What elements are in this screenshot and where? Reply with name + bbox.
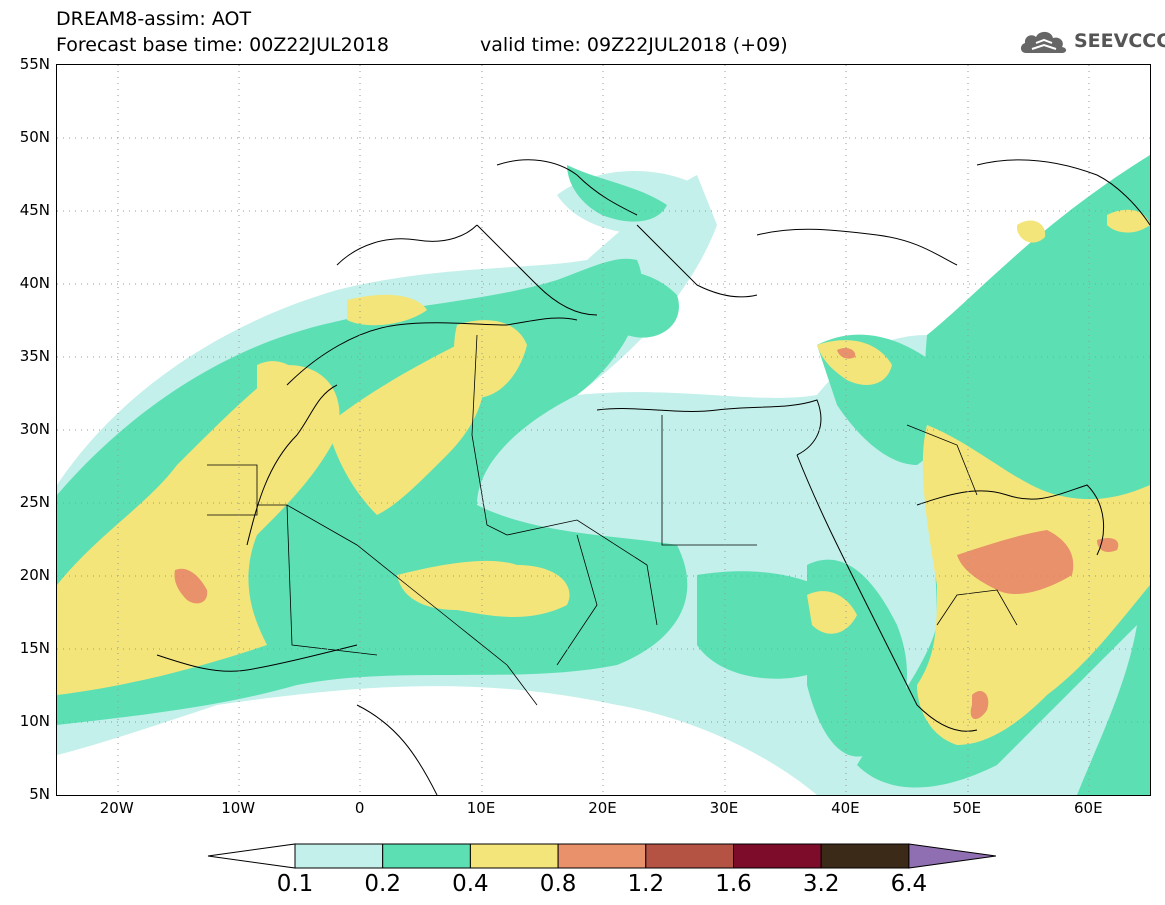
colorbar-box [820, 843, 910, 869]
colorbar-label: 0.1 [276, 871, 314, 897]
lat-label: 10N [19, 712, 50, 730]
lat-label: 40N [19, 274, 50, 292]
colorbar-label: 1.2 [627, 871, 665, 897]
lat-label: 20N [19, 566, 50, 584]
colorbar-label: 0.4 [452, 871, 489, 897]
colorbar-label: 0.2 [364, 871, 401, 897]
colorbar-box [469, 843, 559, 869]
aot-band-0.8 [174, 347, 1119, 720]
lat-label: 5N [29, 785, 50, 803]
map-canvas [57, 65, 1150, 795]
lon-label: 20W [99, 799, 134, 817]
graticule [57, 65, 1150, 795]
aot-map [56, 64, 1151, 796]
colorbar-box [645, 843, 734, 869]
colorbar-label: 0.8 [539, 871, 577, 897]
colorbar-min-arrow [207, 843, 296, 869]
lat-label: 35N [19, 347, 50, 365]
lat-label: 50N [19, 128, 50, 146]
cloud-icon [1020, 31, 1067, 53]
lon-label: 0 [354, 799, 365, 817]
valid-time: valid time: 09Z22JUL2018 (+09) [480, 34, 788, 56]
colorbar-box [733, 843, 822, 869]
lon-label: 60E [1073, 799, 1103, 817]
seevccc-logo: SEEVCCC [1018, 27, 1165, 55]
colorbar-max-arrow [908, 843, 996, 869]
lat-label: 45N [19, 201, 50, 219]
colorbar-box [294, 843, 384, 869]
colorbar-label: 3.2 [802, 871, 840, 897]
map-title: DREAM8-assim: AOT [56, 8, 252, 30]
logo-text: SEEVCCC [1074, 30, 1165, 52]
aot-band-0.4 [57, 209, 1150, 745]
lon-label: 10W [221, 799, 256, 817]
colorbar-label: 1.6 [715, 871, 752, 897]
forecast-base-time: Forecast base time: 00Z22JUL2018 [56, 34, 389, 56]
lat-label: 55N [19, 55, 50, 73]
lon-label: 20E [588, 799, 617, 817]
lon-label: 40E [831, 799, 860, 817]
lon-label: 30E [709, 799, 739, 817]
coastlines [156, 159, 1150, 795]
lon-label: 50E [952, 799, 982, 817]
colorbar-label: 6.4 [890, 871, 928, 897]
lat-label: 15N [19, 639, 50, 657]
colorbar-box [382, 843, 471, 869]
lon-label: 10E [466, 799, 496, 817]
colorbar-box [557, 843, 647, 869]
lat-label: 30N [19, 420, 50, 438]
lat-label: 25N [19, 493, 50, 511]
